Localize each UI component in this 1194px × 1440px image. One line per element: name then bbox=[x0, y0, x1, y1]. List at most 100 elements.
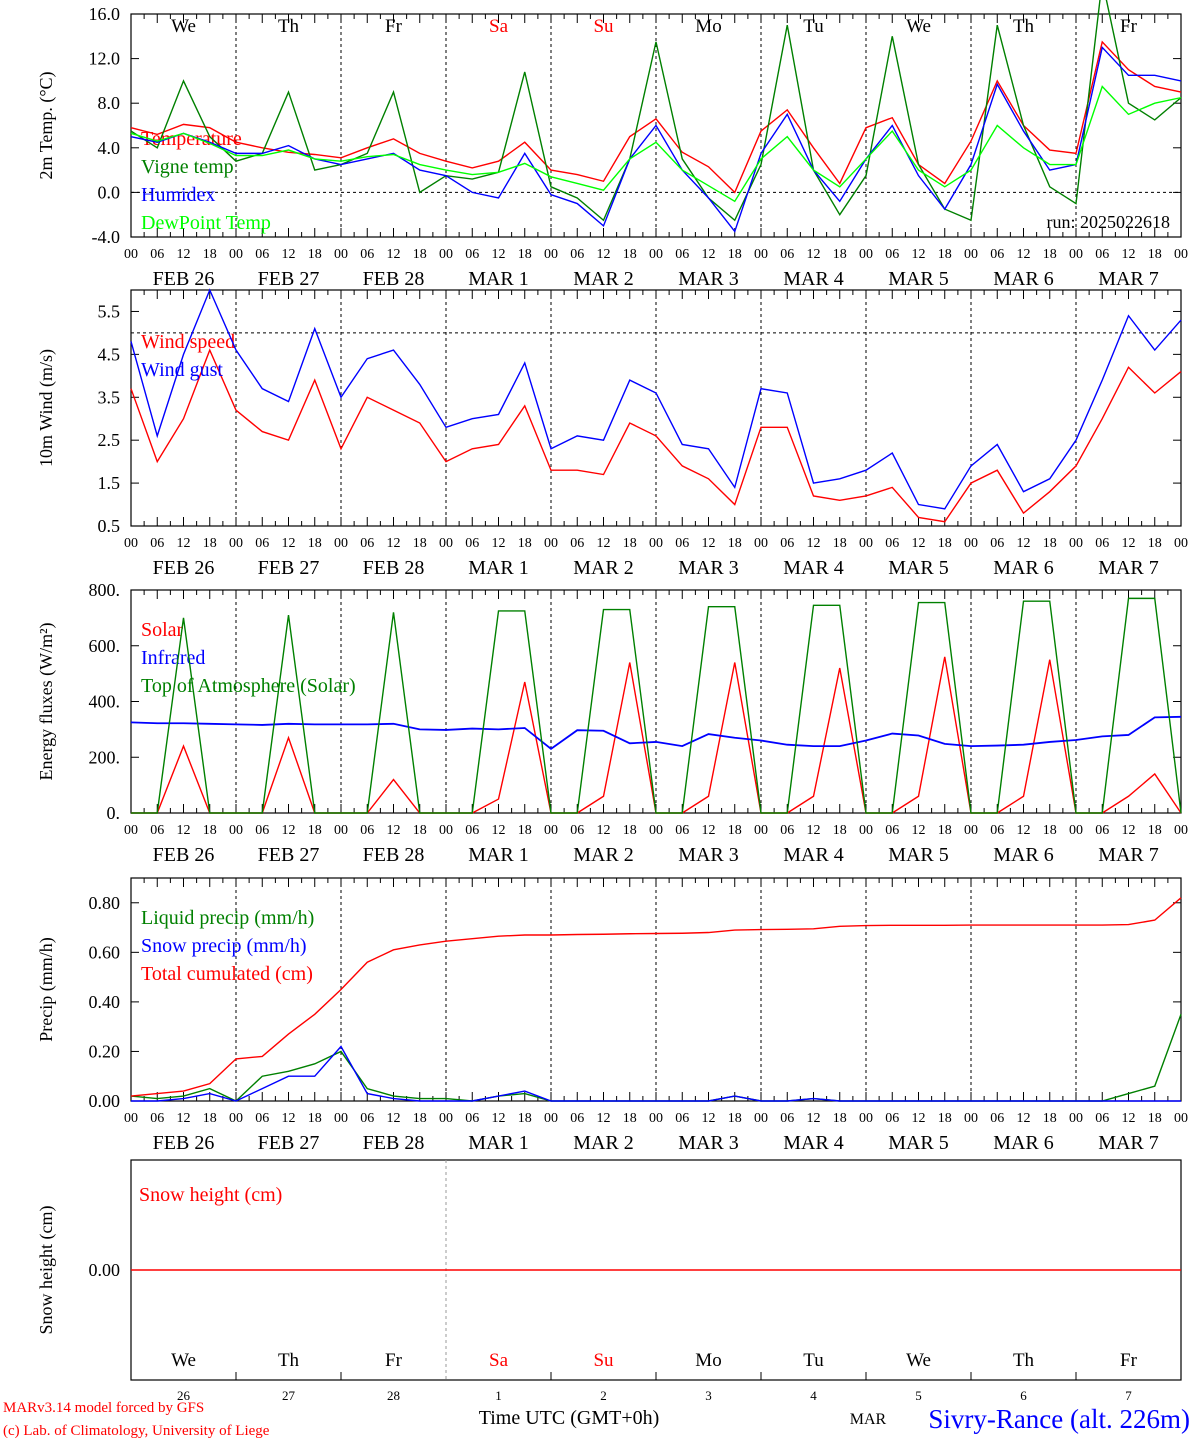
hour-tick-label: 18 bbox=[518, 1111, 532, 1126]
station-name: Sivry-Rance (alt. 226m) bbox=[928, 1404, 1190, 1434]
legend-entry: Infrared bbox=[141, 647, 205, 669]
hour-tick-label: 12 bbox=[1122, 1111, 1136, 1126]
hour-tick-label: 00 bbox=[124, 1111, 138, 1126]
date-label: MAR 2 bbox=[573, 1132, 634, 1154]
legend-entry: Snow height (cm) bbox=[139, 1184, 282, 1206]
legend-entry: Liquid precip (mm/h) bbox=[141, 907, 314, 929]
hour-tick-label: 06 bbox=[360, 536, 374, 551]
hour-tick-label: 12 bbox=[492, 823, 506, 838]
date-label: FEB 27 bbox=[258, 268, 320, 290]
day-number: 26 bbox=[177, 1388, 191, 1403]
hour-tick-label: 12 bbox=[1017, 823, 1031, 838]
date-label: MAR 6 bbox=[993, 844, 1054, 866]
hour-tick-label: 12 bbox=[912, 247, 926, 262]
panel-3: 0.00 0.20 0.40 0.60 0.80 Precip (mm/h) Liquid … bbox=[36, 877, 1188, 1154]
hour-tick-label: 18 bbox=[518, 536, 532, 551]
hour-tick-label: 00 bbox=[334, 247, 348, 262]
weekday-label: We bbox=[906, 16, 931, 37]
series-line-wind-speed bbox=[130, 348, 1182, 523]
weekday-label: Mo bbox=[695, 1350, 721, 1371]
weekday-label: Fr bbox=[385, 1350, 403, 1371]
hour-tick-label: 18 bbox=[833, 1111, 847, 1126]
y-tick-label: 1.5 bbox=[98, 473, 121, 493]
y-tick-label: 800. bbox=[89, 580, 121, 600]
hour-tick-label: 18 bbox=[833, 536, 847, 551]
date-label: MAR 3 bbox=[678, 1132, 739, 1154]
hour-tick-label: 00 bbox=[439, 247, 453, 262]
hour-tick-label: 18 bbox=[518, 823, 532, 838]
date-label: FEB 26 bbox=[153, 844, 215, 866]
hour-tick-label: 12 bbox=[1017, 247, 1031, 262]
y-tick-label: 0.60 bbox=[89, 942, 121, 962]
weekday-label: Sa bbox=[489, 16, 509, 37]
hour-tick-label: 18 bbox=[203, 536, 217, 551]
weekday-label: Th bbox=[278, 16, 300, 37]
hour-tick-label: 18 bbox=[1043, 247, 1057, 262]
hour-tick-label: 00 bbox=[754, 247, 768, 262]
hour-tick-label: 18 bbox=[1148, 823, 1162, 838]
hour-tick-label: 06 bbox=[255, 536, 269, 551]
hour-tick-label: 00 bbox=[1069, 247, 1083, 262]
hour-tick-label: 06 bbox=[780, 247, 794, 262]
hour-tick-label: 18 bbox=[203, 823, 217, 838]
hour-tick-label: 06 bbox=[885, 823, 899, 838]
weekday-label: We bbox=[171, 16, 196, 37]
day-number: 5 bbox=[915, 1388, 922, 1403]
date-label: MAR 5 bbox=[888, 557, 949, 579]
date-label: MAR 4 bbox=[783, 268, 844, 290]
legend-entry: DewPoint Temp bbox=[141, 212, 271, 234]
hour-tick-label: 18 bbox=[938, 536, 952, 551]
series-line-total-cumulated-cm bbox=[130, 897, 1182, 1097]
hour-tick-label: 06 bbox=[360, 247, 374, 262]
weekday-label: Sa bbox=[489, 1350, 509, 1371]
hour-tick-label: 18 bbox=[728, 247, 742, 262]
hour-tick-label: 18 bbox=[1148, 1111, 1162, 1126]
hour-tick-label: 12 bbox=[177, 1111, 191, 1126]
hour-tick-label: 06 bbox=[255, 1111, 269, 1126]
y-tick-label: 0.20 bbox=[89, 1041, 121, 1061]
hour-tick-label: 00 bbox=[124, 536, 138, 551]
series-line-wind-gust bbox=[130, 288, 1182, 510]
hour-tick-label: 12 bbox=[1017, 1111, 1031, 1126]
hour-tick-label: 00 bbox=[544, 1111, 558, 1126]
hour-tick-label: 06 bbox=[780, 1111, 794, 1126]
hour-tick-label: 12 bbox=[807, 823, 821, 838]
hour-tick-label: 18 bbox=[308, 1111, 322, 1126]
hour-tick-label: 18 bbox=[938, 247, 952, 262]
weekday-label: We bbox=[906, 1350, 931, 1371]
hour-tick-label: 12 bbox=[492, 1111, 506, 1126]
hour-tick-label: 18 bbox=[1148, 536, 1162, 551]
hour-tick-label: 18 bbox=[1148, 247, 1162, 262]
hour-tick-label: 12 bbox=[702, 536, 716, 551]
hour-tick-label: 06 bbox=[780, 536, 794, 551]
hour-tick-label: 18 bbox=[728, 1111, 742, 1126]
date-label: MAR 4 bbox=[783, 1132, 844, 1154]
date-label: MAR 5 bbox=[888, 268, 949, 290]
hour-tick-label: 12 bbox=[492, 536, 506, 551]
date-label: MAR 4 bbox=[783, 844, 844, 866]
legend-entry: Wind gust bbox=[141, 359, 223, 381]
hour-tick-label: 06 bbox=[570, 247, 584, 262]
y-tick-label: 8.0 bbox=[98, 93, 121, 113]
hour-tick-label: 18 bbox=[203, 1111, 217, 1126]
hour-tick-label: 06 bbox=[465, 1111, 479, 1126]
hour-tick-label: 18 bbox=[413, 823, 427, 838]
date-label: FEB 28 bbox=[363, 844, 425, 866]
hour-tick-label: 00 bbox=[754, 536, 768, 551]
date-label: MAR 3 bbox=[678, 557, 739, 579]
day-number: 6 bbox=[1020, 1388, 1027, 1403]
hour-tick-label: 00 bbox=[334, 1111, 348, 1126]
hour-tick-label: 18 bbox=[203, 247, 217, 262]
series-line-dewpoint-temp bbox=[130, 85, 1182, 203]
date-label: MAR 6 bbox=[993, 268, 1054, 290]
weekday-label: Th bbox=[1013, 1350, 1035, 1371]
hour-tick-label: 18 bbox=[1043, 823, 1057, 838]
y-tick-label: 4.5 bbox=[98, 344, 121, 364]
hour-tick-label: 12 bbox=[912, 823, 926, 838]
hour-tick-label: 18 bbox=[413, 1111, 427, 1126]
y-tick-label: 0.0 bbox=[98, 182, 121, 202]
hour-tick-label: 00 bbox=[1174, 536, 1188, 551]
hour-tick-label: 12 bbox=[177, 536, 191, 551]
legend-entry: Humidex bbox=[141, 184, 215, 206]
y-tick-label: 16.0 bbox=[89, 4, 121, 24]
